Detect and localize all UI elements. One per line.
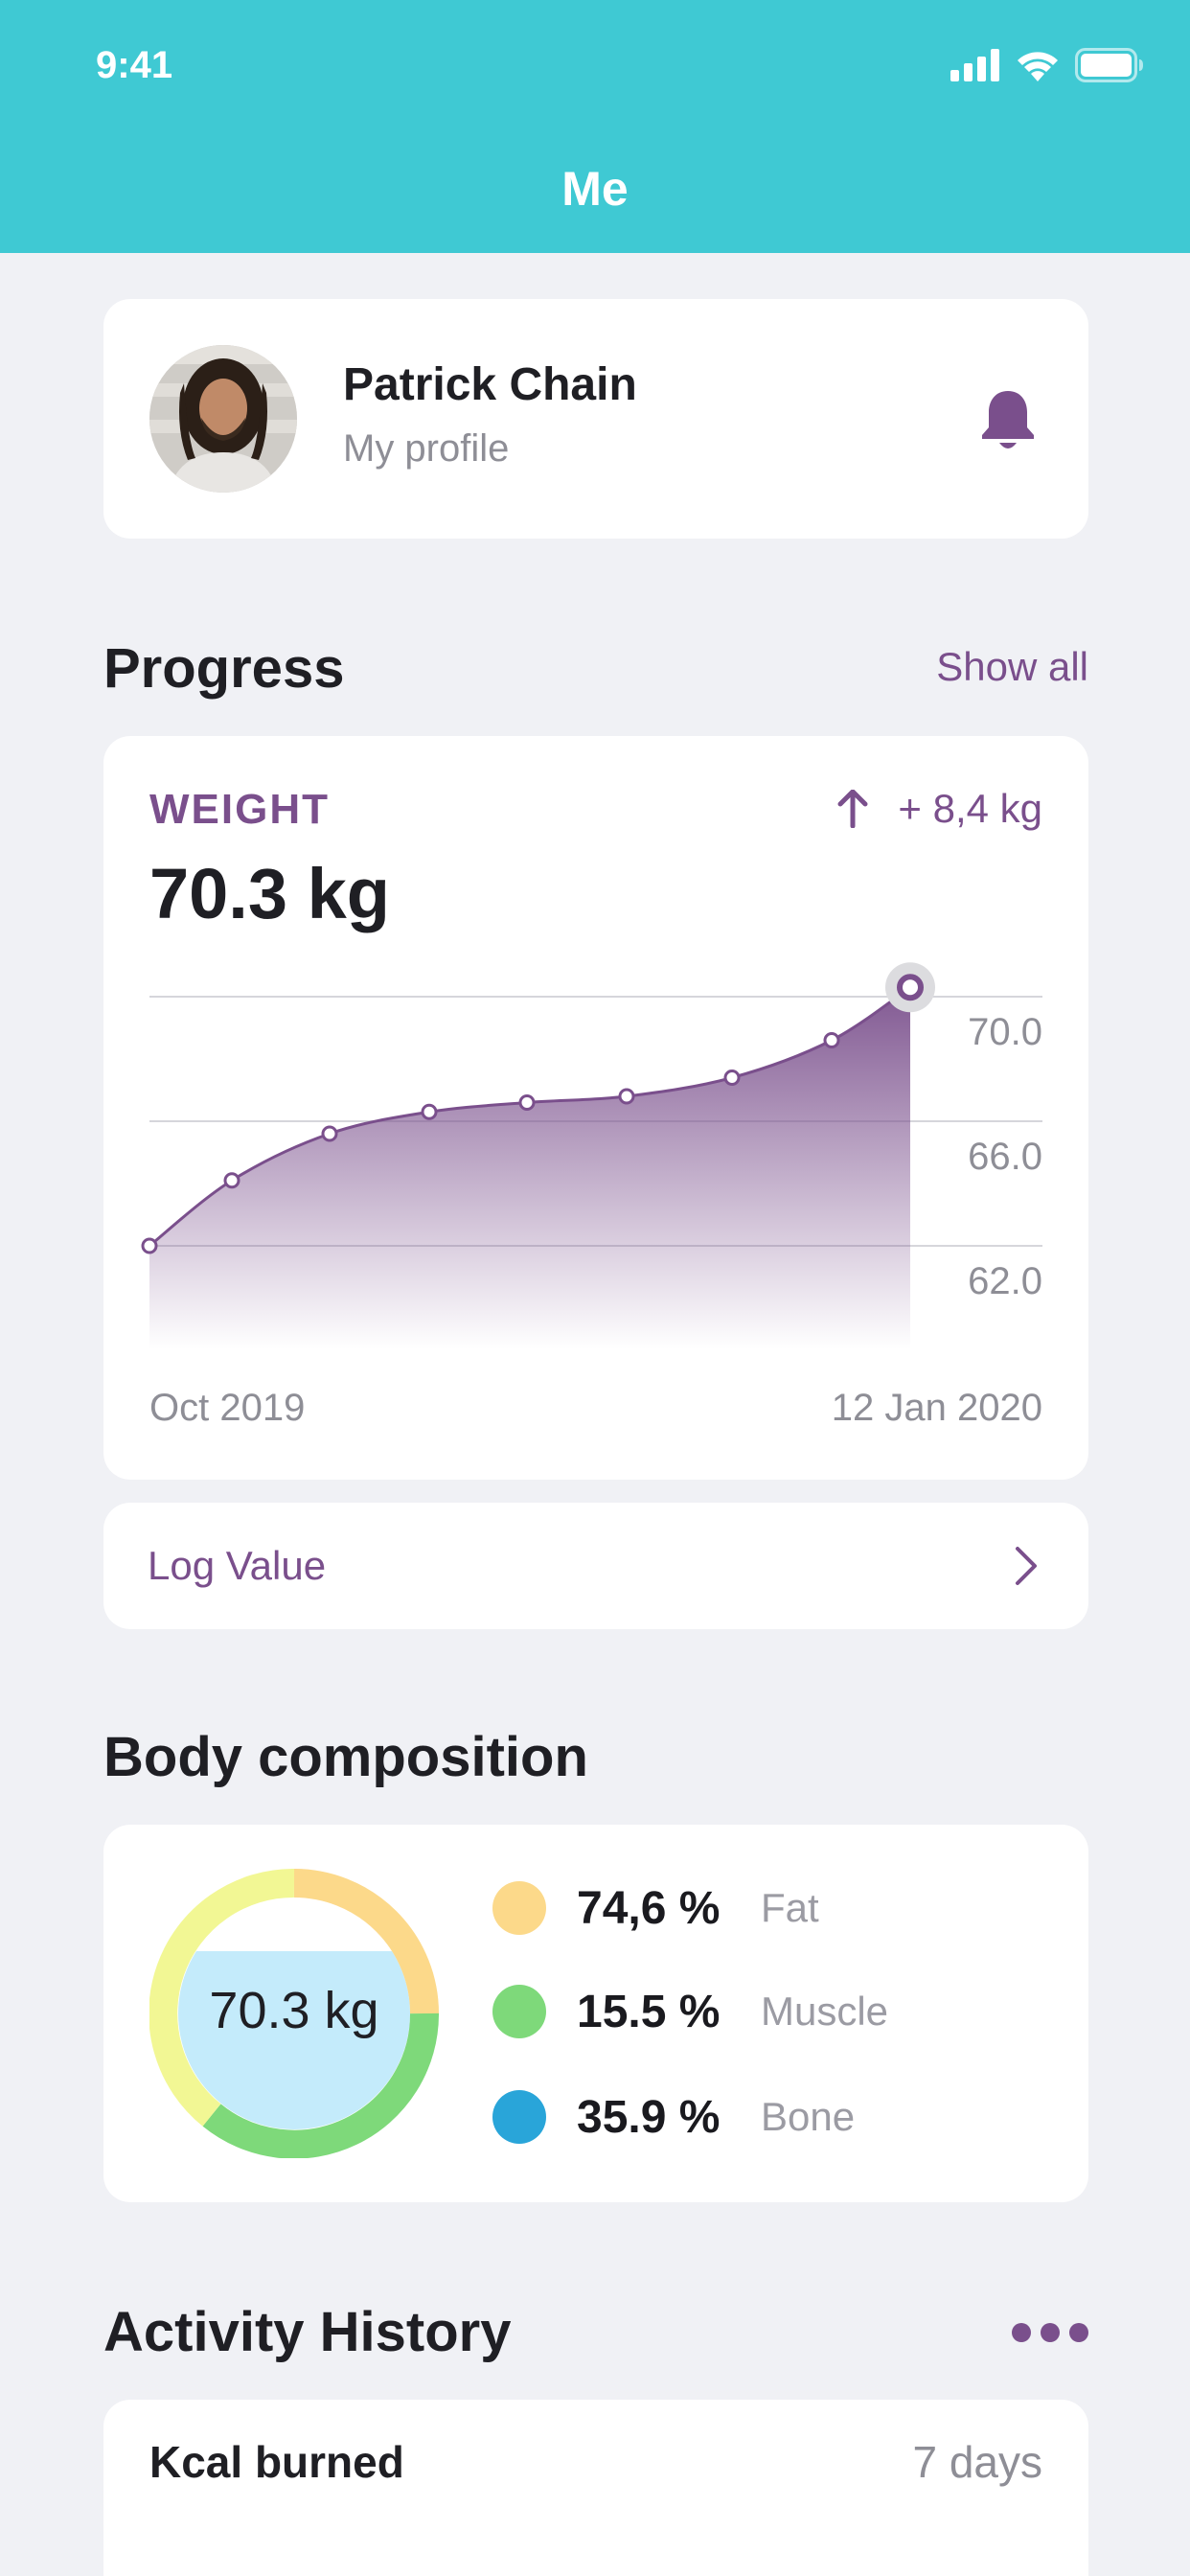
activity-card[interactable]: Kcal burned 7 days	[103, 2400, 1088, 2576]
avatar[interactable]	[149, 345, 297, 493]
weight-label: WEIGHT	[149, 786, 330, 833]
body-composition-title: Body composition	[103, 1726, 588, 1788]
chart-point	[321, 1125, 338, 1142]
log-value-label: Log Value	[148, 1543, 327, 1588]
header-bar: 9:41 Me	[0, 0, 1190, 253]
show-all-link[interactable]: Show all	[936, 644, 1088, 689]
muscle-value: 15.5 %	[577, 1986, 721, 2037]
muscle-label: Muscle	[761, 1989, 889, 2034]
chart-point	[223, 1172, 240, 1189]
progress-title: Progress	[103, 637, 345, 700]
fat-dot	[492, 1881, 546, 1935]
weight-value: 70.3 kg	[149, 854, 390, 933]
muscle-dot	[492, 1985, 546, 2038]
chart-point	[141, 1237, 158, 1254]
chart-point	[518, 1094, 536, 1111]
composition-donut: 70.3 kg	[149, 1869, 439, 2158]
weight-change: + 8,4 kg	[836, 786, 1042, 832]
profile-card[interactable]: Patrick Chain My profile	[103, 299, 1088, 539]
status-time: 9:41	[96, 44, 173, 86]
chart-point	[897, 974, 924, 1001]
weight-card[interactable]: WEIGHT 70.3 kg + 8,4 kg 70.0 66.0 62.0 Oct…	[103, 736, 1088, 1480]
chart-area	[149, 987, 910, 1349]
chart-x-start-label: Oct 2019	[149, 1387, 305, 1429]
more-options-icon[interactable]	[1012, 2321, 1088, 2344]
log-value-button[interactable]: Log Value	[103, 1503, 1088, 1629]
fat-label: Fat	[761, 1885, 819, 1930]
weight-chart: 70.0 66.0 62.0 Oct 2019 12 Jan 2020	[141, 962, 1042, 1429]
chart-y-tick-label: 62.0	[968, 1260, 1042, 1302]
legend-item-bone: 35.9 % Bone	[492, 2083, 855, 2150]
weight-change-value: + 8,4 kg	[898, 786, 1042, 831]
body-composition-card[interactable]: 70.3 kg 74,6 % Fat 15.5 % Muscle 35.9 % …	[103, 1825, 1088, 2202]
profile-name: Patrick Chain	[343, 359, 637, 410]
fat-value: 74,6 %	[577, 1882, 721, 1934]
kcal-burned-label: Kcal burned	[149, 2437, 404, 2487]
signal-icon	[950, 49, 999, 81]
status-icons	[950, 48, 1144, 82]
bone-value: 35.9 %	[577, 2091, 721, 2143]
profile-subtitle: My profile	[343, 427, 510, 470]
arrow-up-icon	[837, 790, 868, 828]
chart-y-tick-label: 70.0	[968, 1011, 1042, 1053]
bone-label: Bone	[761, 2094, 856, 2139]
battery-icon	[1075, 48, 1143, 82]
chart-point	[618, 1088, 635, 1105]
chart-x-end-label: 12 Jan 2020	[832, 1387, 1042, 1429]
wifi-icon	[1018, 52, 1058, 81]
bone-dot	[492, 2090, 546, 2144]
period-selector[interactable]: 7 days	[912, 2437, 1042, 2487]
page-title: Me	[561, 162, 629, 216]
legend-item-muscle: 15.5 % Muscle	[492, 1978, 888, 2045]
bell-icon[interactable]	[979, 387, 1037, 450]
donut-center-label: 70.3 kg	[209, 1982, 378, 2039]
legend-item-fat: 74,6 % Fat	[492, 1874, 819, 1942]
chart-point	[723, 1070, 741, 1086]
activity-history-title: Activity History	[103, 2301, 512, 2363]
chart-y-tick-label: 66.0	[968, 1136, 1042, 1178]
chevron-right-icon	[1016, 1547, 1037, 1585]
chart-point	[421, 1103, 438, 1120]
chart-point	[823, 1032, 840, 1048]
